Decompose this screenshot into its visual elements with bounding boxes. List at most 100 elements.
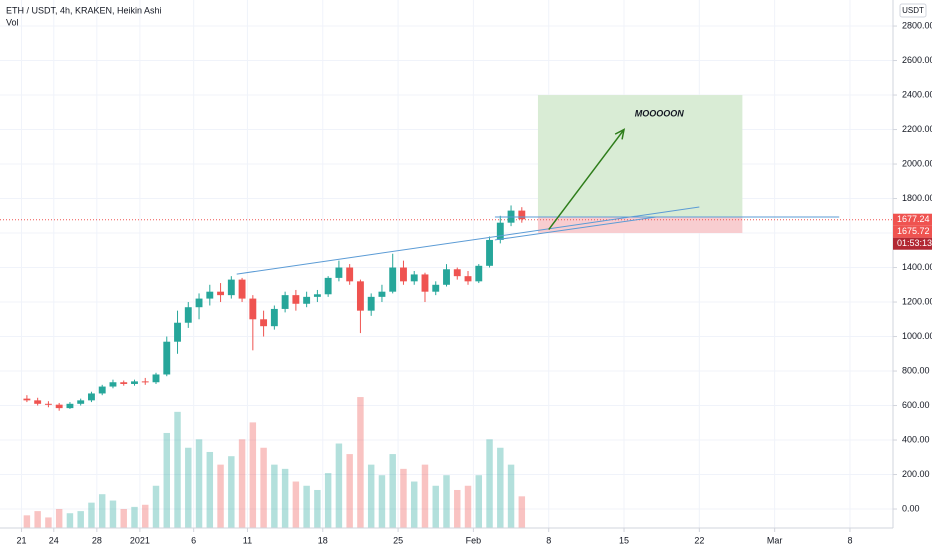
volume-bar: [163, 432, 170, 528]
x-tick-label: 11: [243, 535, 252, 545]
x-tick-label: Mar: [767, 535, 783, 545]
candle-body: [378, 291, 386, 297]
volume-bar: [497, 447, 504, 528]
price-label-bg: [893, 225, 932, 238]
volume-bar: [271, 464, 278, 528]
x-tick-label: 8: [847, 535, 852, 545]
volume-bar: [45, 517, 52, 528]
candle-body: [303, 296, 311, 304]
volume-bar: [324, 473, 332, 528]
volume-bar: [260, 447, 267, 528]
x-tick-label: 22: [694, 535, 704, 545]
volume-bar: [454, 489, 461, 528]
profit-zone: [537, 95, 743, 218]
candle-body: [270, 308, 278, 327]
volume-bar: [131, 506, 138, 528]
candle-body: [77, 400, 85, 404]
last-price-label: 1677.24: [897, 214, 930, 224]
candle-body: [475, 265, 483, 282]
currency-label: USDT: [902, 6, 924, 15]
volume-bar: [152, 485, 160, 528]
candle-body: [410, 274, 418, 282]
y-tick-label: 600.00: [902, 400, 930, 410]
volume-label: Vol: [6, 17, 19, 27]
volume-bar: [98, 494, 106, 528]
y-tick-label: 1200.00: [902, 296, 932, 306]
y-tick-label: 2400.00: [902, 89, 932, 99]
x-tick-label: 18: [318, 535, 328, 545]
candle-body: [346, 267, 354, 282]
currency-badge[interactable]: [899, 3, 927, 18]
volume-bar: [443, 475, 450, 528]
volume-bar: [185, 447, 192, 528]
volume-bar: [34, 511, 41, 528]
volume-bar: [228, 456, 235, 528]
candle-body: [44, 403, 52, 405]
trend-line: [236, 206, 700, 275]
candle-body: [152, 374, 160, 383]
candle-body: [227, 279, 235, 296]
candle-body: [335, 267, 343, 278]
volume-bar: [335, 443, 343, 528]
volume-bar: [195, 439, 203, 528]
x-tick-label: 25: [393, 535, 403, 545]
volume-bar: [464, 485, 472, 528]
candle-body: [313, 294, 321, 297]
candle-body: [496, 222, 504, 240]
y-tick-label: 2000.00: [902, 158, 932, 168]
candle-body: [400, 267, 407, 282]
y-tick-label: 2800.00: [902, 20, 932, 30]
candle-body: [464, 276, 472, 282]
candle-body: [120, 382, 128, 384]
arrow: [548, 129, 625, 231]
trend-line: [494, 216, 657, 241]
x-tick-label: 15: [619, 535, 629, 545]
candle-body: [174, 322, 181, 342]
y-tick-label: 800.00: [902, 365, 930, 375]
volume-bar: [389, 454, 396, 528]
candle-body: [389, 267, 397, 292]
x-tick-label: 28: [92, 535, 102, 545]
y-tick-label: 2200.00: [902, 124, 932, 134]
chart-title: ETH / USDT, 4h, KRAKEN, Heikin Ashi: [6, 5, 162, 15]
y-tick-label: 1000.00: [902, 331, 932, 341]
volume-bar: [432, 485, 439, 528]
x-tick-label: 2021: [130, 535, 150, 545]
volume-bar: [249, 422, 257, 528]
y-tick-label: 200.00: [902, 469, 930, 479]
countdown-label-bg: [893, 237, 932, 250]
candle-body: [443, 269, 450, 285]
candle-body: [88, 393, 95, 401]
candle-body: [486, 239, 493, 266]
candle-body: [184, 307, 192, 323]
y-tick-label: 1400.00: [902, 262, 932, 272]
volume-bar: [378, 475, 386, 528]
volume-bar: [400, 468, 407, 528]
volume-bar: [281, 468, 289, 528]
candle-body: [109, 382, 117, 387]
annotation: MOOOOON: [635, 108, 684, 118]
arrow-head: [614, 128, 626, 140]
candle-body: [66, 403, 74, 409]
candle-body: [356, 281, 364, 311]
candle-body: [421, 274, 429, 292]
candle-body: [324, 277, 332, 295]
volume-bar: [410, 481, 418, 528]
volume-bar: [142, 504, 149, 528]
volume-bar: [357, 397, 364, 528]
candle-body: [217, 291, 225, 296]
x-tick-label: Feb: [466, 535, 482, 545]
volume-bar: [421, 464, 429, 528]
candle-body: [281, 295, 289, 309]
price-label: 1675.72: [897, 226, 930, 236]
volume-bar: [303, 485, 310, 528]
x-tick-label: 8: [546, 535, 551, 545]
volume-bar: [314, 489, 321, 528]
volume-bar: [55, 508, 63, 528]
y-tick-label: 400.00: [902, 434, 930, 444]
candle-body: [23, 398, 31, 401]
candle-body: [206, 291, 214, 299]
y-tick-label: 2600.00: [902, 55, 932, 65]
volume-bar: [507, 464, 515, 528]
